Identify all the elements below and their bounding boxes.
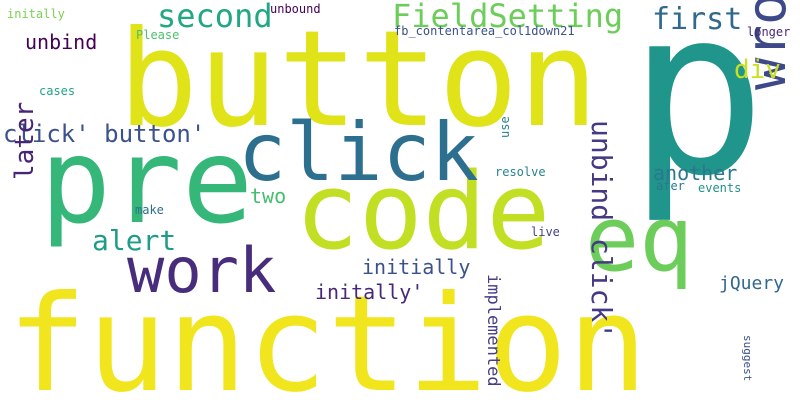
word-initally: initally: [7, 7, 65, 21]
word-suggest: suggest: [741, 335, 754, 381]
word-longer: longer: [747, 25, 790, 39]
word-button: button: [118, 3, 598, 157]
word-unbind-click: unbind click': [585, 120, 618, 339]
word-click: click: [238, 106, 479, 199]
word-pre: pre: [40, 112, 253, 250]
word-function: function: [7, 268, 648, 400]
word-fieldsetting: FieldSetting: [392, 0, 623, 35]
word-make: make: [135, 203, 164, 217]
word-unbound: unbound: [270, 2, 321, 16]
word-div: div: [734, 55, 781, 85]
word-events: events: [698, 181, 741, 195]
word-work: work: [127, 234, 276, 307]
word-later: later: [10, 102, 40, 180]
word-alert: alert: [92, 224, 176, 257]
word-first: first: [652, 2, 742, 37]
word-use: use: [498, 116, 512, 138]
word-please: Please: [136, 28, 179, 42]
word-second: second: [157, 0, 273, 35]
word-live: live: [531, 225, 560, 239]
word-initially: initially: [362, 255, 470, 279]
word-click-button: click' button': [3, 120, 205, 148]
word-resolve: resolve: [495, 165, 546, 179]
word-cases: cases: [39, 84, 75, 98]
word-unbind: unbind: [25, 30, 97, 54]
word-two: two: [250, 184, 286, 208]
word-implemented: implemented: [483, 274, 503, 387]
word-another: another: [653, 161, 737, 185]
word-code: code: [295, 150, 550, 273]
word-afer: afer: [656, 179, 685, 193]
word-jquery: jQuery: [719, 273, 784, 294]
word-initally: initally': [315, 280, 423, 304]
word-fb-contentarea-col1down21: fb_contentarea_col1down21: [394, 24, 575, 38]
word-wrote: wrote: [735, 0, 798, 90]
word-p: p: [628, 0, 766, 227]
word-eq: eq: [585, 187, 693, 292]
